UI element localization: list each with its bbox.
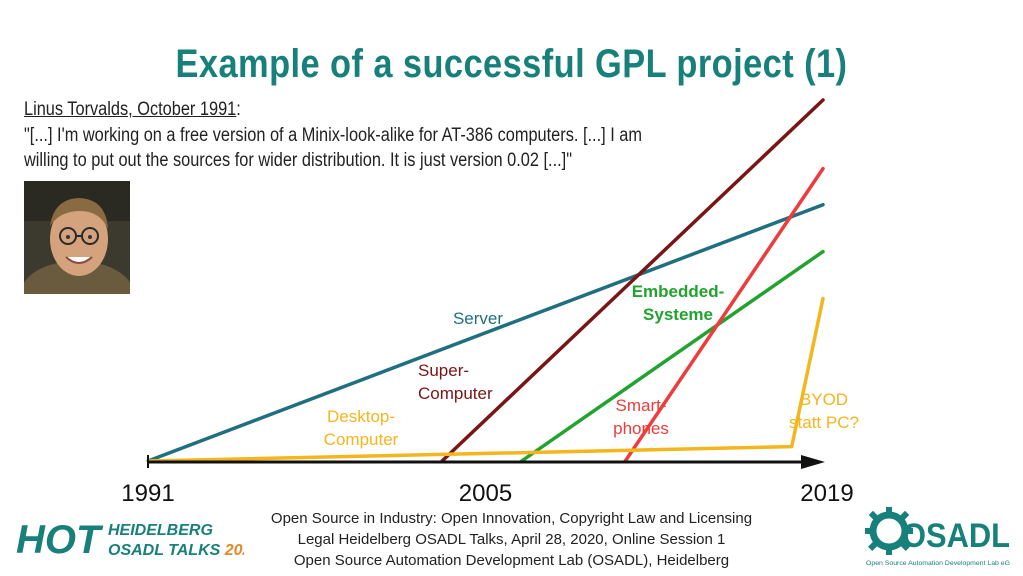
series-label-smart-phones: Smart-phones <box>613 396 669 438</box>
hot-logo-line1: HEIDELBERG <box>108 522 213 539</box>
hot-logo-year: 2020 <box>224 542 244 559</box>
series-label-desktop-computer: Desktop-Computer <box>324 407 399 449</box>
x-axis-arrow-icon <box>801 455 825 469</box>
osadl-logo-tagline: Open Source Automation Development Lab e… <box>866 561 1010 567</box>
osadl-logo: OSADL Open Source Automation Development… <box>864 505 1014 567</box>
hot-heidelberg-logo: HOT HEIDELBERG OSADL TALKS 2020 <box>14 515 260 562</box>
slide-title: Example of a successful GPL project (1) <box>175 42 848 86</box>
gear-icon <box>865 507 913 555</box>
footer-line-3: Open Source Automation Development Lab (… <box>293 552 730 569</box>
footer-line-1: Open Source in Industry: Open Innovation… <box>270 510 753 527</box>
svg-text:OSADL TALKS 2020: OSADL TALKS 2020 <box>108 542 244 559</box>
quote-author-colon: : <box>236 99 241 120</box>
x-tick-label-2005: 2005 <box>459 480 512 507</box>
annotation-byod: BYOD statt PC? <box>789 390 859 432</box>
x-tick-label-1991: 1991 <box>121 480 174 507</box>
series-line-desktop-computer <box>146 296 825 463</box>
series-line-server <box>146 202 825 463</box>
hot-logo-line2a: OSADL TALKS <box>108 542 225 559</box>
series-label-embedded-systeme: Embedded-Systeme <box>632 282 725 324</box>
quote-line-1: "[...] I'm working on a free version of … <box>24 125 642 146</box>
quote-author: Linus Torvalds, October 1991: <box>24 99 241 121</box>
quote-author-name: Linus Torvalds, October 1991 <box>24 99 237 120</box>
footer-line-2: Legal Heidelberg OSADL Talks, April 28, … <box>297 531 726 548</box>
hot-logo-big: HOT <box>16 518 104 559</box>
quote-line-2: willing to put out the sources for wider… <box>24 150 573 171</box>
x-tick-label-2019: 2019 <box>800 480 853 507</box>
series-line-super-computer <box>440 98 825 463</box>
linus-torvalds-photo <box>24 181 130 294</box>
series-line-smart-phones <box>623 166 825 463</box>
osadl-logo-name: OSADL <box>902 517 1010 555</box>
series-label-super-computer: Super-Computer <box>418 361 493 403</box>
series-line-embedded-systeme <box>519 249 825 463</box>
series-label-server: Server <box>453 309 503 328</box>
